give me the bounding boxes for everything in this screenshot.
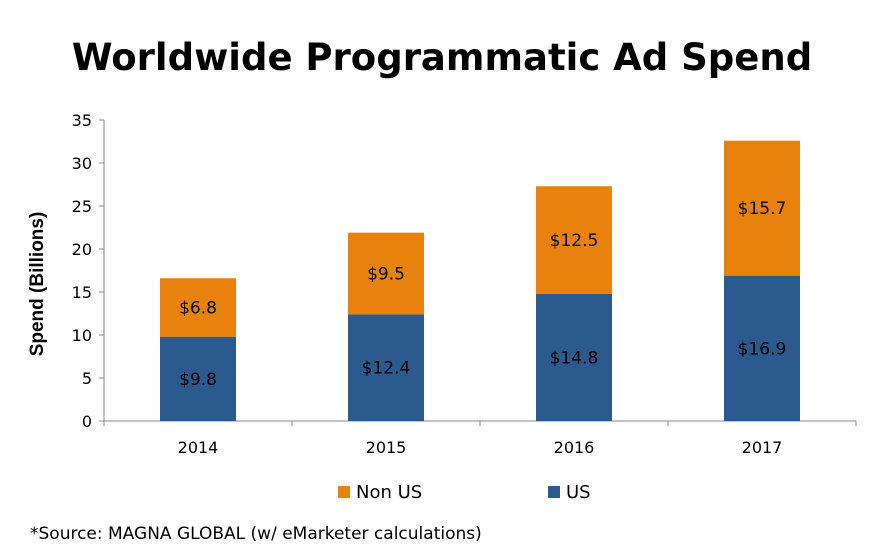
bar-non-us-2016 xyxy=(536,186,612,294)
data-label: $12.4 xyxy=(362,359,411,379)
bar-non-us-2014 xyxy=(160,278,236,337)
y-tick-label: 25 xyxy=(72,197,92,216)
legend-label: US xyxy=(566,482,591,503)
x-tick-label: 2015 xyxy=(366,438,407,457)
data-label: $12.5 xyxy=(550,231,599,251)
chart-title: Worldwide Programmatic Ad Spend xyxy=(71,36,813,79)
legend-swatch xyxy=(338,486,350,498)
bar-us-2016 xyxy=(536,293,612,421)
data-label: $9.8 xyxy=(179,370,217,390)
y-tick-label: 15 xyxy=(72,283,92,302)
x-tick-label: 2017 xyxy=(742,438,783,457)
bar-us-2014 xyxy=(160,336,236,421)
source-note: *Source: MAGNA GLOBAL (w/ eMarketer calc… xyxy=(30,524,482,544)
bar-us-2015 xyxy=(348,314,424,421)
bar-non-us-2017 xyxy=(724,140,800,276)
y-tick-label: 10 xyxy=(72,326,92,345)
y-tick-label: 5 xyxy=(82,369,92,388)
x-tick-label: 2016 xyxy=(554,438,595,457)
data-label: $6.8 xyxy=(179,298,217,318)
y-tick-label: 35 xyxy=(72,111,92,130)
x-tick-label: 2014 xyxy=(178,438,219,457)
y-tick-label: 0 xyxy=(82,412,92,431)
data-label: $9.5 xyxy=(367,265,405,285)
y-tick-label: 20 xyxy=(72,240,92,259)
bar-non-us-2015 xyxy=(348,232,424,315)
bar-us-2017 xyxy=(724,275,800,421)
legend-label: Non US xyxy=(356,482,422,503)
data-label: $14.8 xyxy=(550,348,599,368)
data-label: $15.7 xyxy=(738,199,787,219)
legend-swatch xyxy=(548,486,560,498)
data-label: $16.9 xyxy=(738,339,787,359)
y-tick-label: 30 xyxy=(72,154,92,173)
